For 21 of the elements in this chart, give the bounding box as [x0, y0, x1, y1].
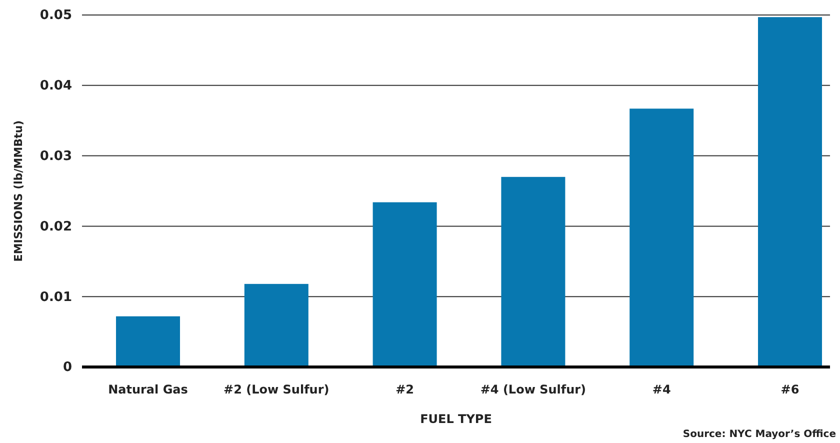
- y-tick-label: 0.03: [40, 148, 72, 164]
- x-tick-label: #2 (Low Sulfur): [224, 382, 330, 397]
- x-tick-label: #4 (Low Sulfur): [480, 382, 586, 397]
- x-tick-label: #4: [652, 382, 671, 397]
- bar: [630, 108, 694, 367]
- source-note: Source: NYC Mayor’s Office: [682, 429, 836, 440]
- y-tick-label: 0: [62, 360, 72, 376]
- bar: [244, 284, 308, 367]
- bar: [116, 316, 180, 367]
- y-tick-label: 0.01: [40, 290, 72, 305]
- bar: [372, 202, 437, 367]
- bar: [758, 17, 822, 367]
- y-tick-label: 0.05: [40, 8, 72, 24]
- x-tick-label: #6: [780, 382, 800, 397]
- y-tick-label: 0.02: [40, 219, 72, 234]
- x-tick-label: Natural Gas: [108, 382, 188, 397]
- y-axis-title: EMISSIONS (lb/MMBtu): [12, 120, 25, 262]
- x-axis-title: FUEL TYPE: [420, 412, 492, 426]
- bar: [501, 176, 566, 367]
- x-tick-label: #2: [396, 382, 414, 397]
- y-tick-label: 0.04: [40, 78, 72, 94]
